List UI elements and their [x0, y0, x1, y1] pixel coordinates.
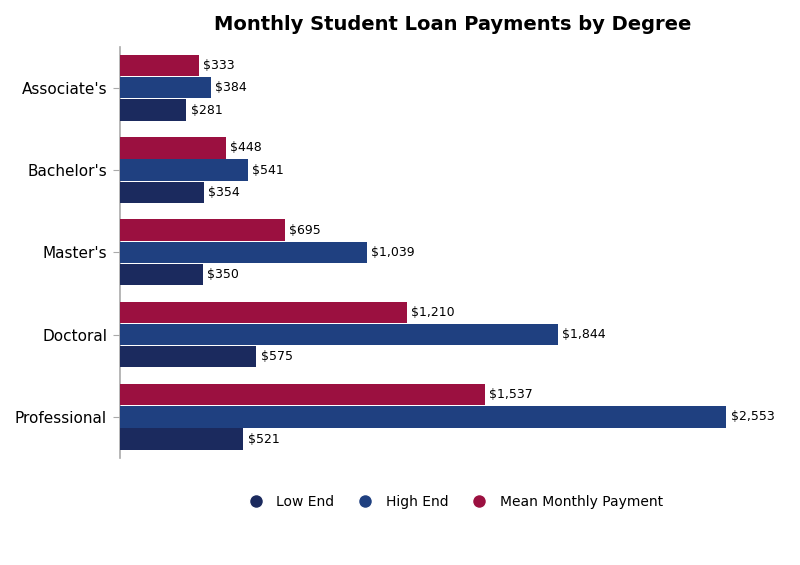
Text: $1,039: $1,039: [371, 246, 414, 259]
Text: $521: $521: [248, 433, 279, 446]
Title: Monthly Student Loan Payments by Degree: Monthly Student Loan Payments by Degree: [214, 15, 691, 34]
Bar: [120, 346, 256, 367]
Text: $448: $448: [230, 141, 262, 154]
Text: $384: $384: [215, 81, 247, 94]
Text: $354: $354: [208, 186, 240, 199]
Bar: [120, 264, 202, 285]
Bar: [120, 428, 243, 450]
Bar: [120, 77, 211, 98]
Text: $695: $695: [289, 224, 321, 237]
Legend: Low End, High End, Mean Monthly Payment: Low End, High End, Mean Monthly Payment: [236, 489, 669, 515]
Text: $1,844: $1,844: [562, 328, 606, 341]
Text: $2,553: $2,553: [730, 410, 774, 423]
Text: $333: $333: [203, 59, 234, 72]
Bar: [120, 384, 485, 405]
Bar: [120, 159, 248, 181]
Text: $541: $541: [253, 163, 284, 176]
Bar: [120, 219, 285, 241]
Bar: [120, 406, 726, 428]
Text: $1,537: $1,537: [489, 388, 533, 401]
Bar: [120, 324, 558, 345]
Text: $281: $281: [190, 103, 222, 116]
Bar: [120, 55, 198, 76]
Text: $575: $575: [261, 350, 293, 363]
Bar: [120, 181, 204, 203]
Bar: [120, 137, 226, 159]
Bar: [120, 99, 186, 121]
Text: $1,210: $1,210: [411, 306, 455, 319]
Bar: [120, 302, 407, 323]
Bar: [120, 242, 366, 263]
Text: $350: $350: [207, 268, 239, 281]
